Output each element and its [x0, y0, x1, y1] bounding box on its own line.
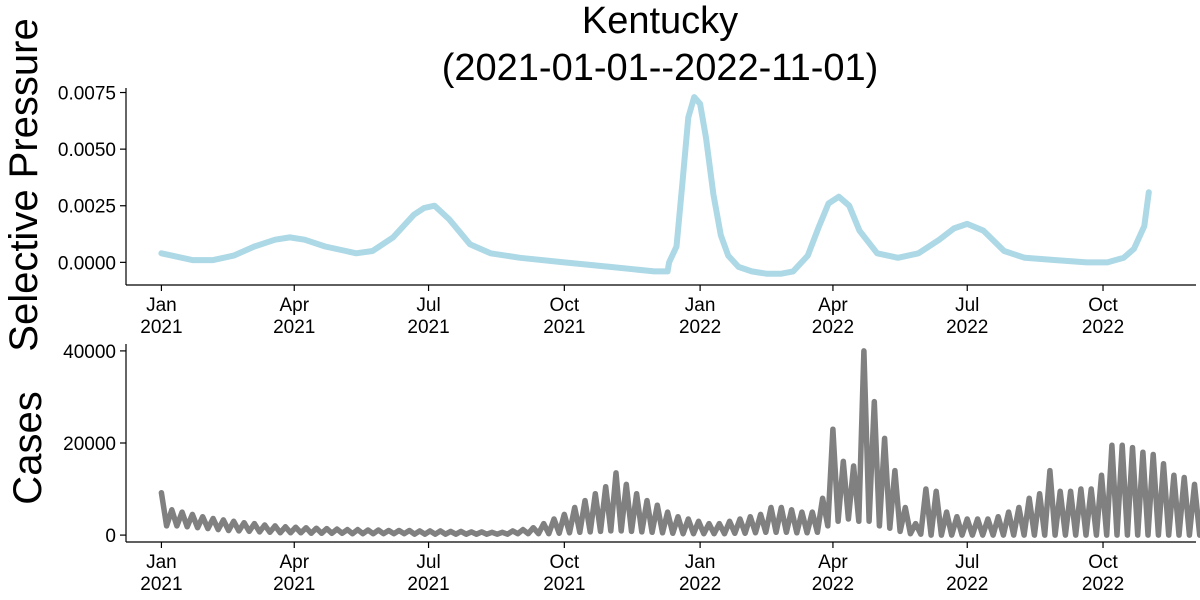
pressure-x-ticks: Jan2021Apr2021Jul2021Oct2021Jan2022Apr20… — [140, 285, 1124, 338]
cases-x-tick-month: Apr — [279, 552, 309, 573]
cases-x-ticks: Jan2021Apr2021Jul2021Oct2021Jan2022Apr20… — [140, 542, 1124, 595]
cases-x-tick-month: Oct — [1088, 552, 1118, 573]
cases-x-tick-year: 2022 — [812, 574, 854, 595]
pressure-x-tick-month: Apr — [818, 295, 848, 316]
pressure-x-tick-year: 2022 — [812, 317, 854, 338]
pressure-series — [158, 94, 1152, 277]
pressure-x-tick-year: 2021 — [543, 317, 585, 338]
pressure-x-tick-month: Oct — [550, 295, 580, 316]
pressure-x-tick-year: 2022 — [946, 317, 988, 338]
cases-x-tick-year: 2022 — [946, 574, 988, 595]
pressure-x-tick-month: Jul — [955, 295, 979, 316]
cases-x-tick-year: 2022 — [1082, 574, 1124, 595]
cases-x-tick-year: 2021 — [140, 574, 182, 595]
cases-x-tick-month: Jul — [416, 552, 440, 573]
pressure-y-tick-label: 0.0050 — [58, 140, 116, 161]
cases-x-tick-month: Jan — [146, 552, 177, 573]
pressure-y-ticks: 0.0000 0.0025 0.0050 0.0075 — [58, 84, 126, 274]
pressure-y-tick-label: 0.0000 — [58, 253, 116, 274]
cases-x-tick-year: 2021 — [543, 574, 585, 595]
cases-x-tick-month: Jan — [685, 552, 716, 573]
pressure-x-tick-month: Jan — [146, 295, 177, 316]
pressure-x-tick-month: Oct — [1088, 295, 1118, 316]
pressure-x-tick-year: 2022 — [679, 317, 721, 338]
pressure-x-tick-month: Jul — [416, 295, 440, 316]
cases-series — [158, 348, 1200, 538]
cases-y-tick-label: 20000 — [63, 434, 116, 455]
pressure-x-tick-year: 2022 — [1082, 317, 1124, 338]
pressure-x-tick-year: 2021 — [407, 317, 449, 338]
cases-y-tick-label: 40000 — [63, 342, 116, 363]
pressure-y-tick-label: 0.0075 — [58, 84, 116, 105]
cases-line — [158, 348, 1200, 538]
cases-x-tick-month: Jul — [955, 552, 979, 573]
pressure-y-axis-label: Selective Pressure — [2, 18, 46, 351]
cases-x-tick-year: 2022 — [679, 574, 721, 595]
pressure-line — [158, 94, 1152, 277]
cases-x-tick-year: 2021 — [407, 574, 449, 595]
pressure-x-tick-month: Apr — [279, 295, 309, 316]
cases-x-tick-month: Apr — [818, 552, 848, 573]
cases-x-tick-year: 2021 — [273, 574, 315, 595]
cases-y-tick-label: 0 — [105, 526, 116, 547]
cases-x-tick-month: Oct — [550, 552, 580, 573]
pressure-x-tick-year: 2021 — [140, 317, 182, 338]
chart-title: Kentucky — [582, 0, 738, 42]
cases-y-ticks: 0 20000 40000 — [63, 342, 126, 547]
pressure-x-tick-month: Jan — [685, 295, 716, 316]
chart-subtitle: (2021-01-01--2022-11-01) — [442, 47, 879, 89]
pressure-panel: Selective Pressure 0.00000.00250.00500.0… — [2, 18, 1196, 352]
pressure-y-tick-label: 0.0025 — [58, 197, 116, 218]
pressure-x-tick-year: 2021 — [273, 317, 315, 338]
cases-y-axis-label: Cases — [6, 391, 50, 504]
